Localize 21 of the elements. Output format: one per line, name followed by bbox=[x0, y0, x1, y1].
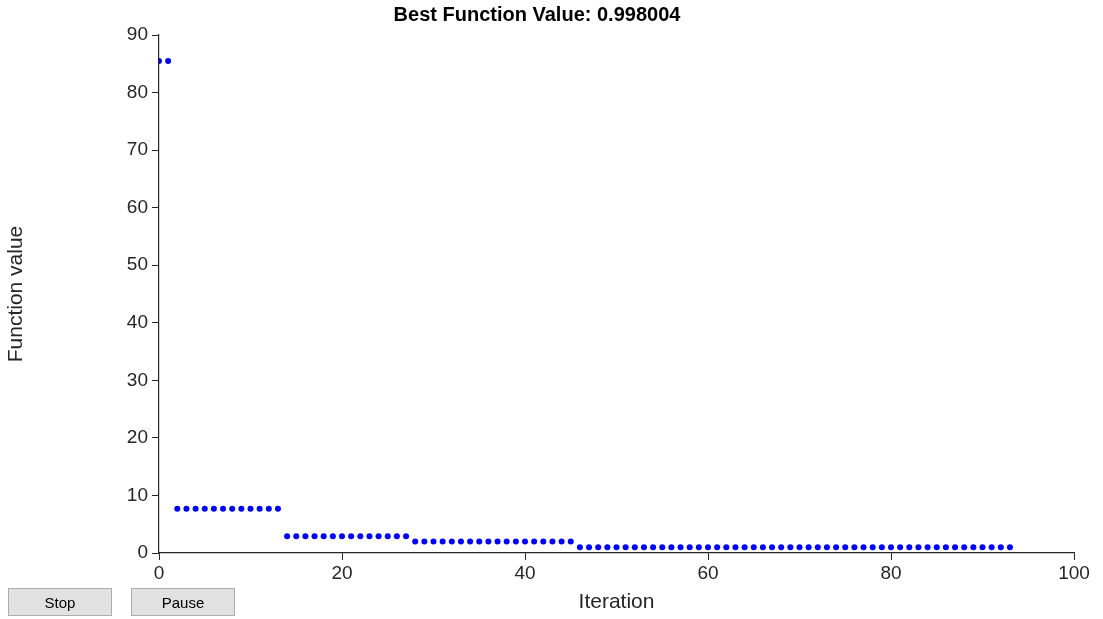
text: Stop bbox=[8, 588, 112, 616]
y-tick-label: 0 bbox=[137, 541, 148, 563]
y-tick-label: 30 bbox=[126, 368, 148, 390]
y-tick-label: 50 bbox=[126, 253, 148, 275]
x-tick-label: 0 bbox=[153, 561, 165, 583]
y-tick-label: 60 bbox=[126, 195, 148, 217]
x-tick-label: 80 bbox=[880, 561, 902, 583]
y-tick-label: 90 bbox=[126, 23, 148, 45]
y-axis-title: Function value bbox=[3, 225, 27, 363]
x-tick-label: 60 bbox=[697, 561, 719, 583]
x-tick-label: 20 bbox=[331, 561, 353, 583]
x-tick-label: 100 bbox=[1058, 561, 1090, 583]
chart-title: Best Function Value: 0.998004 bbox=[393, 2, 682, 25]
y-tick-label: 10 bbox=[126, 483, 148, 505]
y-tick-label: 20 bbox=[126, 426, 148, 448]
y-tick-label: 80 bbox=[126, 80, 148, 102]
y-tick-label: 70 bbox=[126, 138, 148, 160]
text: Pause bbox=[131, 588, 235, 616]
x-axis-title: Iteration bbox=[578, 589, 655, 613]
y-tick-label: 40 bbox=[126, 311, 148, 333]
x-tick-label: 40 bbox=[514, 561, 536, 583]
